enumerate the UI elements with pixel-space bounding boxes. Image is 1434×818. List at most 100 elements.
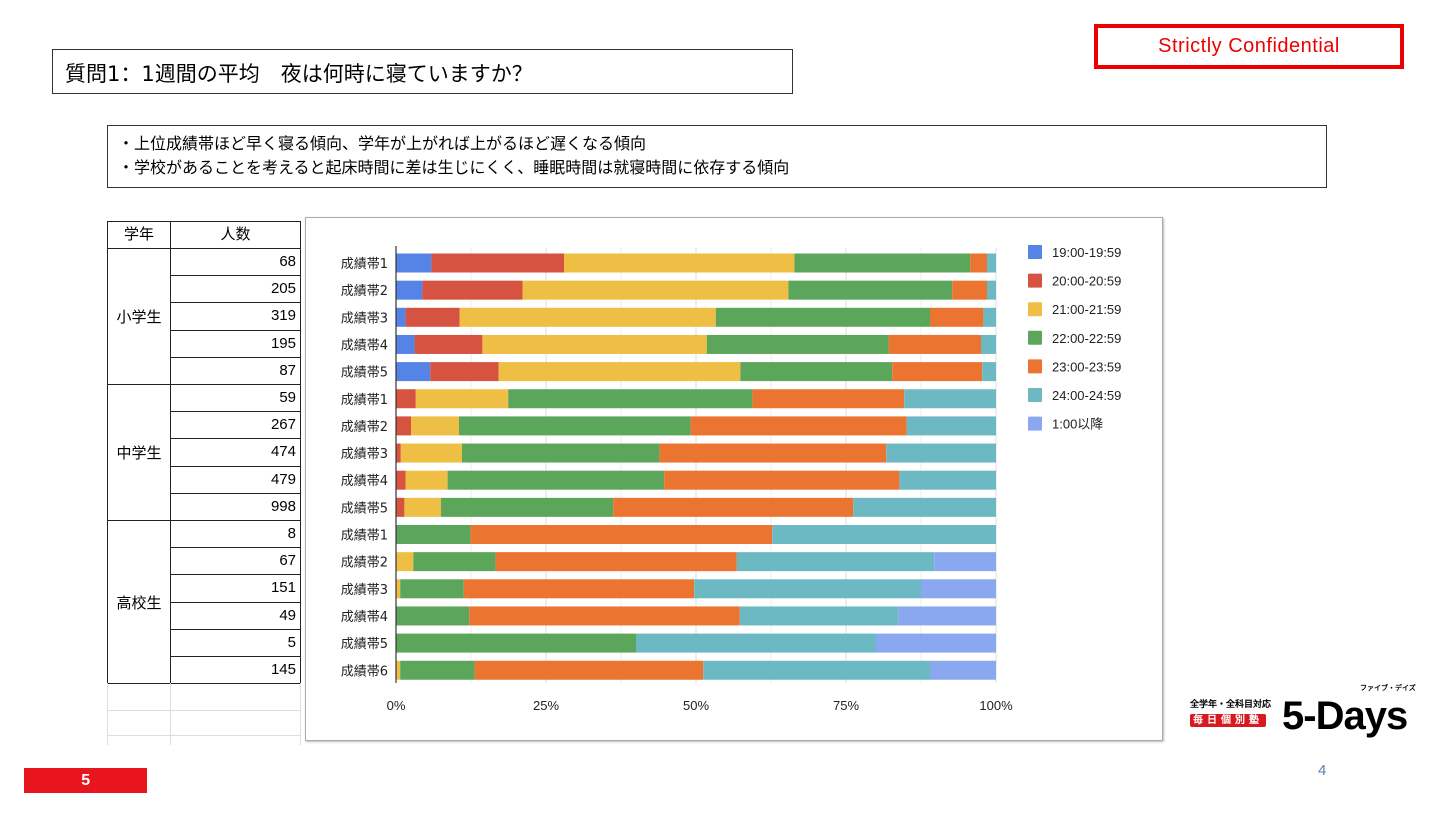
bar-segment (413, 552, 496, 572)
count-cell: 67 (170, 547, 301, 576)
bar-segment (396, 307, 406, 327)
bar-segment (522, 280, 789, 300)
bar-segment (430, 362, 499, 382)
bar-segment (794, 253, 971, 273)
x-tick-label: 50% (683, 698, 709, 713)
bar-segment (736, 552, 935, 572)
bar-segment (703, 660, 930, 680)
bar-segment (459, 307, 716, 327)
legend-label: 22:00-22:59 (1052, 331, 1121, 346)
legend-label: 23:00-23:59 (1052, 359, 1121, 374)
legend-swatch (1028, 388, 1042, 402)
bar-segment (495, 552, 737, 572)
bar-segment (396, 606, 470, 626)
bar-segment (396, 362, 431, 382)
bar-segment (739, 606, 899, 626)
summary-bullet: ・上位成績帯ほど早く寝る傾向、学年が上がれば上がるほど遅くなる傾向 (118, 134, 647, 153)
count-cell: 59 (170, 384, 301, 413)
bar-segment (706, 334, 889, 354)
count-cell: 195 (170, 329, 301, 358)
bar-segment (970, 253, 987, 273)
bar-segment (396, 443, 401, 463)
bar-segment (898, 606, 996, 626)
bar-segment (404, 497, 441, 517)
legend-label: 21:00-21:59 (1052, 302, 1121, 317)
bar-segment (987, 280, 996, 300)
bar-segment (934, 552, 996, 572)
bar-segment (447, 470, 665, 490)
bar-segment (983, 307, 996, 327)
bar-segment (636, 633, 876, 653)
brand-logo: ファイブ・デイズ 全学年・全科目対応 毎日個別塾 5-Days (1188, 684, 1428, 738)
bar-segment (876, 633, 996, 653)
legend-swatch (1028, 416, 1042, 431)
chart-svg: 成績帯1 成績帯2 成績帯3 成績帯4 成績帯5 成績帯1 成績帯2 成績帯3 成績帯4 成績帯5… (341, 245, 1121, 713)
bar-segment (508, 389, 753, 409)
bar-segment (715, 307, 930, 327)
bar-segment (441, 497, 614, 517)
category-label: 成績帯1 (341, 529, 388, 544)
count-cell: 319 (170, 302, 301, 331)
bar-segment (987, 253, 996, 273)
bar-segment (982, 362, 996, 382)
bar-segment (400, 660, 475, 680)
count-cell: 87 (170, 356, 301, 385)
legend-swatch (1028, 359, 1042, 374)
category-label: 成績帯1 (341, 393, 388, 408)
brand-tag: 全学年・全科目対応 (1190, 700, 1272, 710)
brand-sub: 毎日個別塾 (1190, 714, 1266, 727)
grade-cell: 高校生 (107, 520, 171, 685)
bar-segment (904, 389, 996, 409)
legend-swatch (1028, 273, 1042, 288)
legend-swatch (1028, 245, 1042, 259)
bar-segment (415, 389, 509, 409)
category-label: 成績帯5 (341, 637, 388, 652)
bar-segment (906, 416, 996, 436)
count-cell: 5 (170, 628, 301, 657)
count-table: 学年 人数 小学生 68 205 319 195 87 中学生 59 267 474 479 998 高校生… (107, 220, 301, 745)
bar-segment (886, 443, 996, 463)
brand-name: 5-Days (1282, 694, 1408, 738)
bar-segment (474, 660, 704, 680)
x-tick-label: 25% (533, 698, 559, 713)
bar-segment (396, 416, 411, 436)
category-label: 成績帯2 (341, 420, 388, 435)
x-tick-label: 75% (833, 698, 859, 713)
brand-kana: ファイブ・デイズ (1360, 684, 1416, 692)
category-label: 成績帯2 (341, 284, 388, 299)
count-cell: 998 (170, 492, 301, 521)
bar-segment (400, 443, 462, 463)
bar-segment (396, 389, 416, 409)
bar-segment (564, 253, 795, 273)
bar-segment (788, 280, 953, 300)
category-label: 成績帯1 (341, 257, 388, 272)
category-label: 成績帯3 (341, 447, 388, 462)
bar-segment (930, 660, 996, 680)
category-label: 成績帯5 (341, 366, 388, 381)
count-cell: 151 (170, 574, 301, 603)
bar-segment (664, 470, 900, 490)
count-cell: 68 (170, 248, 301, 277)
bar-segment (414, 334, 483, 354)
bar-segment (405, 307, 460, 327)
x-tick-label: 0% (387, 698, 406, 713)
grid-line (107, 735, 301, 737)
count-cell: 49 (170, 601, 301, 630)
bar-segment (396, 525, 471, 544)
count-cell: 267 (170, 411, 301, 440)
confidential-label: Strictly Confidential (1094, 24, 1404, 69)
grid-line (107, 710, 301, 712)
bar-segment (952, 280, 987, 300)
count-cell: 205 (170, 275, 301, 304)
bar-segment (690, 416, 907, 436)
bar-segment (469, 606, 740, 626)
bar-segment (422, 280, 523, 300)
bar-segment (740, 362, 893, 382)
bar-segment (613, 497, 854, 517)
bar-segment (892, 362, 983, 382)
bar-segment (462, 443, 660, 463)
company-logo: 5 CORPORATION (24, 768, 147, 814)
bar-segment (498, 362, 741, 382)
category-label: 成績帯4 (341, 474, 388, 489)
category-label: 成績帯4 (341, 610, 388, 625)
